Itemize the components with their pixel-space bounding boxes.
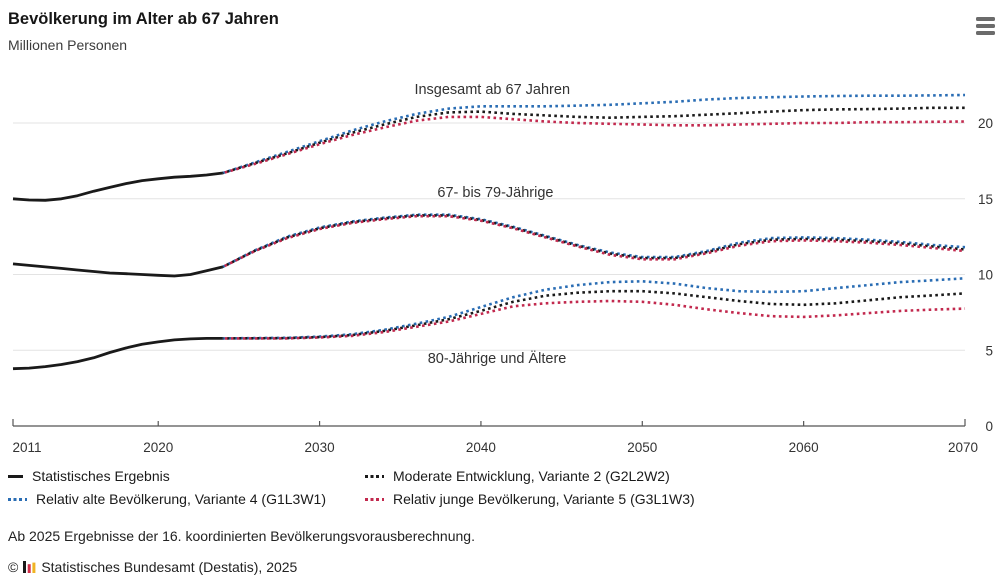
y-tick-label: 5 — [985, 343, 993, 358]
copyright-source: Statistisches Bundesamt (Destatis), 2025 — [41, 559, 298, 575]
legend-item-variante-4: Relativ alte Bevölkerung, Variante 4 (G1… — [8, 491, 365, 507]
y-tick-label: 0 — [985, 419, 993, 434]
y-tick-label: 15 — [978, 192, 993, 207]
x-tick-label: 2011 — [12, 440, 41, 455]
legend-label: Relativ alte Bevölkerung, Variante 4 (G1… — [36, 491, 326, 507]
copyright-line: © Statistisches Bundesamt (Destatis), 20… — [8, 559, 297, 575]
dotted-line-swatch — [365, 474, 384, 478]
series-a80-ergebnis — [12, 336, 223, 371]
series-a80-v4 — [222, 277, 966, 340]
legend-label: Moderate Entwicklung, Variante 2 (G2L2W2… — [393, 468, 670, 484]
x-tick-label: 2050 — [627, 440, 657, 455]
menu-bar — [976, 24, 995, 28]
menu-bar — [976, 17, 995, 21]
x-tick-label: 2040 — [466, 440, 496, 455]
chart-unit-label: Millionen Personen — [8, 37, 128, 53]
series-total-v5 — [222, 115, 966, 175]
x-tick-label: 2060 — [789, 440, 819, 455]
chart-footnote: Ab 2025 Ergebnisse der 16. koordinierten… — [8, 528, 475, 544]
menu-bar — [976, 31, 995, 35]
copyright-symbol: © — [8, 559, 19, 575]
legend-item-variante-2: Moderate Entwicklung, Variante 2 (G2L2W2… — [365, 468, 992, 484]
series-a6779-v2 — [222, 214, 966, 269]
chart-legend: Statistisches Ergebnis Moderate Entwickl… — [8, 468, 992, 507]
x-tick-label: 2070 — [948, 440, 978, 455]
destatis-bars-logo — [23, 561, 36, 573]
series-group-label: 80-Jährige und Ältere — [428, 350, 567, 367]
population-line-chart: 2011 2020 2030 2040 2050 2060 2070 0 5 10 15 20 Insg… — [12, 82, 993, 455]
series-a80-v2 — [222, 289, 966, 340]
x-tick-label: 2030 — [305, 440, 335, 455]
legend-item-variante-5: Relativ junge Bevölkerung, Variante 5 (G… — [365, 491, 992, 507]
legend-item-statistisches-ergebnis: Statistisches Ergebnis — [8, 468, 365, 484]
y-tick-label: 10 — [978, 268, 993, 283]
y-tick-label: 20 — [978, 116, 993, 131]
solid-line-swatch — [8, 474, 23, 478]
series-total-v4 — [222, 93, 966, 175]
series-group-label: Insgesamt ab 67 Jahren — [414, 82, 570, 98]
dotted-line-swatch — [8, 497, 27, 501]
legend-label: Relativ junge Bevölkerung, Variante 5 (G… — [393, 491, 695, 507]
legend-label: Statistisches Ergebnis — [32, 468, 170, 484]
series-group-label: 67- bis 79-Jährige — [437, 185, 553, 201]
series-a6779-ergebnis — [12, 262, 224, 278]
series-a80-v5 — [222, 299, 966, 340]
dotted-line-swatch — [365, 497, 384, 501]
hamburger-menu-icon[interactable] — [976, 16, 996, 36]
x-tick-label: 2020 — [143, 440, 173, 455]
page-title: Bevölkerung im Alter ab 67 Jahren — [8, 10, 279, 28]
series-a6779-v5 — [222, 214, 966, 269]
series-total-ergebnis — [12, 171, 223, 202]
